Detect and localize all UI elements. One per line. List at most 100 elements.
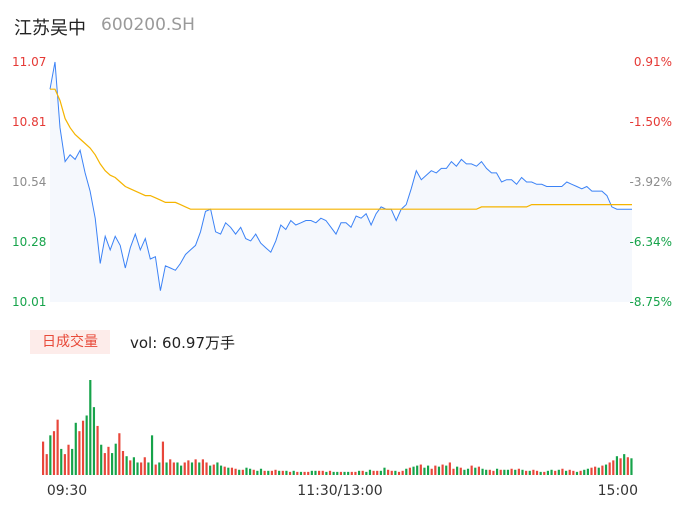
volume-bar: [376, 470, 379, 475]
volume-bar: [474, 467, 477, 475]
volume-bar: [448, 462, 451, 475]
price-tick-label: 10.01: [12, 295, 46, 309]
volume-bar: [510, 468, 513, 475]
volume-bar: [390, 470, 393, 475]
volume-bar: [107, 446, 110, 475]
volume-bar: [401, 470, 404, 475]
volume-bar: [325, 471, 328, 475]
volume-bar: [234, 468, 237, 475]
volume-bar: [190, 462, 194, 475]
volume-bar: [372, 470, 375, 475]
volume-bar: [612, 460, 615, 475]
volume-bar: [143, 457, 146, 475]
volume-bar: [74, 422, 77, 475]
volume-bar: [488, 469, 491, 475]
volume-bar: [100, 444, 103, 475]
volume-bar: [459, 467, 462, 475]
volume-bar: [121, 450, 125, 475]
volume-bar: [96, 425, 99, 475]
volume-bar: [608, 462, 611, 475]
volume-bar: [430, 468, 433, 475]
volume-bar: [604, 464, 608, 475]
volume-bar: [129, 460, 132, 475]
volume-bar: [426, 465, 430, 475]
volume-bar: [557, 469, 560, 475]
volume-bar: [111, 453, 114, 475]
volume-bar: [136, 462, 139, 475]
volume-bar: [554, 470, 557, 475]
volume-bar: [78, 431, 81, 475]
volume-bar: [147, 462, 150, 475]
volume-bar: [379, 470, 382, 475]
volume-panel: [42, 380, 633, 475]
volume-bar: [347, 471, 350, 475]
average-line: [50, 88, 632, 210]
volume-bar: [285, 470, 288, 475]
volume-bar: [575, 471, 579, 475]
price-line: [49, 61, 632, 291]
volume-bar: [535, 470, 539, 475]
volume-bar: [278, 470, 281, 475]
volume-bar: [361, 470, 364, 475]
volume-bar: [354, 471, 357, 475]
volume-bar: [310, 470, 313, 475]
volume-bar: [397, 471, 401, 475]
price-tick-label: 11.07: [12, 55, 46, 69]
volume-bar: [288, 471, 292, 475]
volume-bar: [223, 466, 226, 475]
volume-bar: [81, 420, 85, 475]
volume-bar: [506, 469, 510, 475]
volume-bar: [187, 460, 190, 475]
volume-bar: [172, 462, 175, 475]
volume-bar: [219, 465, 223, 475]
volume-bar: [256, 470, 259, 475]
volume-bar: [238, 469, 241, 475]
volume-bar: [437, 466, 441, 475]
volume-bar: [514, 469, 517, 475]
volume-bar: [245, 467, 248, 475]
volume-bar: [249, 468, 252, 475]
volume-bar: [318, 470, 321, 475]
volume-bar: [419, 464, 422, 475]
volume-bar: [45, 454, 48, 475]
volume-bar: [241, 469, 244, 475]
volume-tab[interactable]: 日成交量: [30, 330, 110, 354]
volume-bar: [270, 470, 273, 475]
volume-bar: [103, 453, 106, 475]
volume-bar: [583, 469, 586, 475]
pct-tick-label: -6.34%: [630, 235, 672, 249]
volume-bar: [368, 469, 372, 475]
volume-bar: [52, 431, 56, 475]
price-area: [50, 62, 632, 302]
volume-bar: [405, 468, 408, 475]
volume-bar: [332, 471, 335, 475]
volume-bar: [568, 469, 571, 475]
volume-bar: [445, 465, 448, 475]
price-tick-label: 10.81: [12, 115, 46, 129]
volume-bar: [252, 469, 255, 475]
volume-bar: [441, 464, 444, 475]
volume-bar: [434, 465, 437, 475]
volume-bar: [328, 470, 332, 475]
volume-bar: [212, 464, 215, 475]
volume-bar: [423, 467, 426, 475]
volume-bar: [416, 465, 419, 475]
time-tick-label: 15:00: [598, 483, 638, 499]
stock-name: 江苏吴中: [14, 18, 86, 39]
volume-bar: [408, 467, 411, 475]
volume-bar: [597, 467, 600, 475]
volume-bar: [619, 458, 622, 475]
volume-bar: [183, 462, 186, 475]
volume-bar: [321, 470, 324, 475]
volume-bar: [387, 469, 390, 475]
volume-bar: [67, 444, 70, 475]
volume-bar: [201, 459, 204, 475]
volume-bar: [71, 448, 74, 475]
volume-bar: [154, 464, 157, 475]
volume-bar: [259, 468, 263, 475]
volume-bar: [550, 469, 553, 475]
axis-labels: 11.07 10.81 10.54 10.28 10.01 0.91% -1.50% -3.9…: [12, 55, 672, 499]
volume-bar: [132, 457, 135, 475]
volume-bar: [314, 470, 317, 475]
